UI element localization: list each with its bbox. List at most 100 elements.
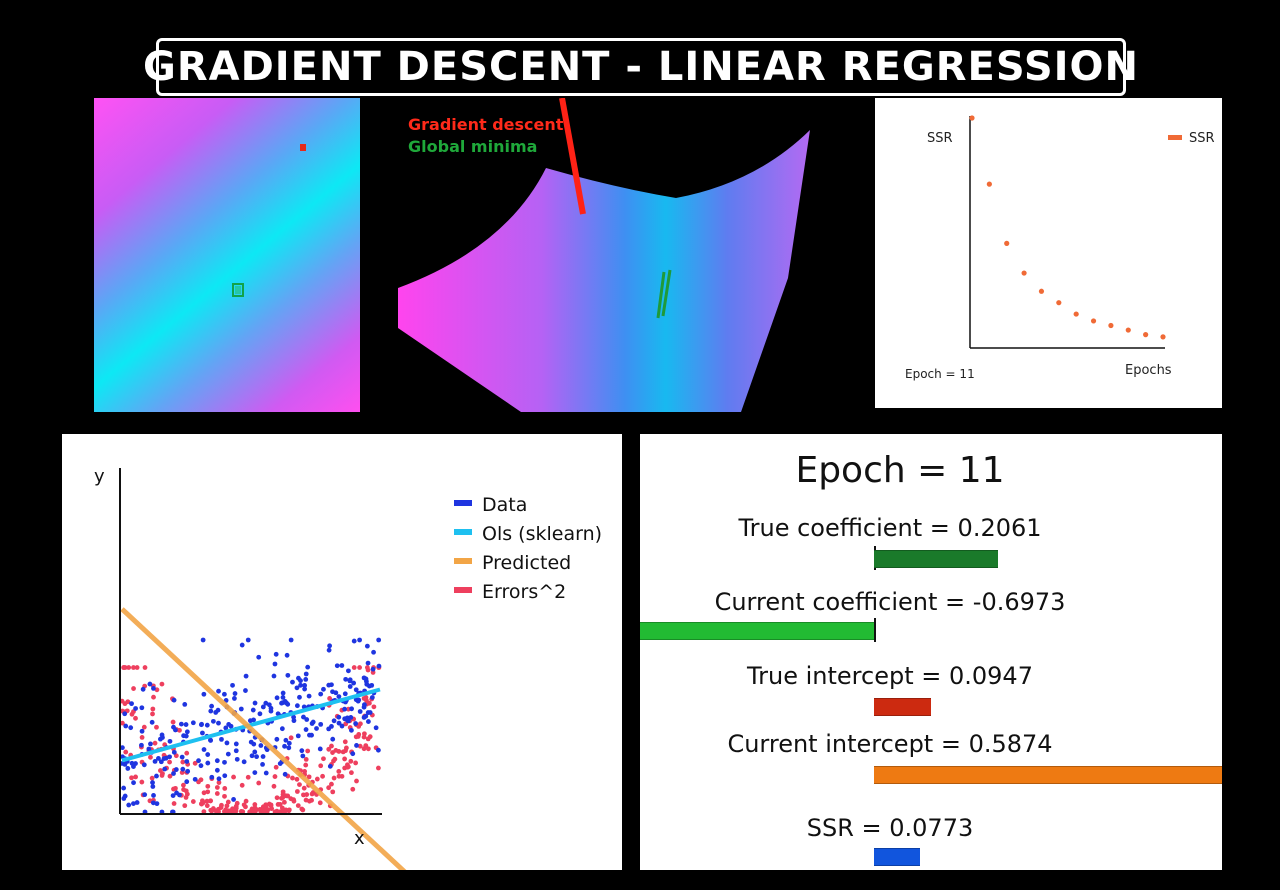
data-point: [146, 746, 152, 752]
error-point: [329, 743, 334, 749]
data-point: [233, 748, 239, 754]
data-point: [151, 685, 156, 691]
error-point: [272, 774, 278, 779]
data-point: [179, 754, 185, 760]
error-point: [181, 787, 187, 793]
data-point: [266, 702, 272, 708]
error-point: [294, 776, 300, 782]
error-point: [260, 808, 266, 814]
ssr-y-label: SSR: [927, 131, 953, 146]
error-point: [159, 773, 165, 778]
data-point: [225, 751, 231, 757]
data-point: [231, 797, 236, 802]
data-point: [347, 677, 353, 683]
error-point: [150, 706, 156, 712]
data-point: [257, 711, 263, 717]
error-point: [180, 759, 186, 765]
data-point: [213, 710, 219, 715]
data-point: [306, 693, 312, 699]
error-point: [303, 757, 309, 762]
data-point: [249, 753, 255, 759]
data-point: [210, 718, 216, 724]
error-point: [129, 775, 134, 781]
data-point: [133, 706, 138, 711]
ssr-epochs-chart: SSR Epochs Epoch = 11 SSR: [875, 98, 1222, 408]
error-point: [279, 795, 284, 801]
data-point: [376, 663, 382, 669]
data-point: [302, 686, 308, 692]
data-point: [339, 723, 345, 729]
gradient-descent-path: [559, 98, 586, 215]
data-point: [291, 714, 297, 720]
zero-line-current-coefficient: [874, 618, 876, 642]
error-point: [142, 665, 148, 670]
error-point: [271, 783, 277, 789]
data-point: [366, 719, 371, 724]
data-point: [286, 740, 292, 746]
data-point: [334, 663, 340, 669]
data-point: [361, 675, 367, 681]
data-point: [219, 736, 224, 742]
global-minima-marker: [232, 283, 244, 297]
data-point: [230, 682, 235, 688]
data-point: [129, 760, 135, 766]
data-point: [180, 766, 186, 772]
data-point: [373, 725, 379, 731]
data-point: [156, 756, 161, 761]
error-point: [131, 686, 136, 691]
data-point: [239, 642, 245, 648]
error-point: [309, 791, 315, 797]
ssr-point: [1056, 300, 1062, 306]
error-point: [331, 775, 337, 781]
error-point: [205, 783, 211, 789]
data-point: [331, 718, 337, 724]
data-point: [318, 691, 324, 697]
true-intercept-bar: [874, 698, 931, 716]
ols-line: [121, 687, 381, 763]
ssr-point: [1108, 322, 1114, 329]
ssr-point: [1021, 270, 1027, 276]
surface-mesh: [398, 130, 810, 412]
error-point: [349, 770, 354, 776]
data-point: [302, 683, 308, 688]
error-point: [171, 801, 177, 806]
error-point: [139, 734, 145, 740]
error-point: [320, 773, 325, 779]
error-point: [167, 759, 172, 765]
data-point: [364, 681, 370, 687]
data-point: [345, 718, 351, 724]
data-point: [351, 680, 357, 686]
data-point: [222, 759, 227, 765]
data-point: [298, 678, 303, 684]
error-point: [222, 793, 227, 799]
error-point: [353, 760, 359, 766]
error-point: [286, 807, 292, 813]
data-point: [309, 721, 315, 726]
data-point: [369, 682, 375, 688]
data-point: [208, 708, 214, 714]
true-coefficient-label: True coefficient = 0.2061: [738, 514, 1042, 542]
legend-label-errors: Errors^2: [482, 581, 566, 603]
title-banner: GRADIENT DESCENT - LINEAR REGRESSION: [143, 38, 1138, 96]
error-point: [345, 764, 351, 770]
data-point: [232, 691, 238, 696]
ssr-point: [1073, 311, 1079, 317]
data-point: [185, 768, 191, 774]
error-point: [224, 803, 230, 809]
ssr-point: [1143, 332, 1149, 338]
data-point: [349, 706, 354, 712]
error-point: [256, 780, 262, 786]
data-point: [141, 762, 147, 768]
data-point: [283, 737, 289, 743]
error-point: [357, 743, 363, 749]
legend-swatch-errors: [454, 587, 472, 593]
error-point: [131, 665, 136, 670]
data-point: [222, 773, 228, 779]
data-point: [256, 654, 262, 660]
data-point: [263, 770, 269, 776]
data-point: [214, 767, 220, 773]
data-point: [171, 771, 176, 776]
data-point: [139, 705, 145, 711]
data-point: [223, 725, 229, 731]
error-point: [348, 758, 354, 764]
